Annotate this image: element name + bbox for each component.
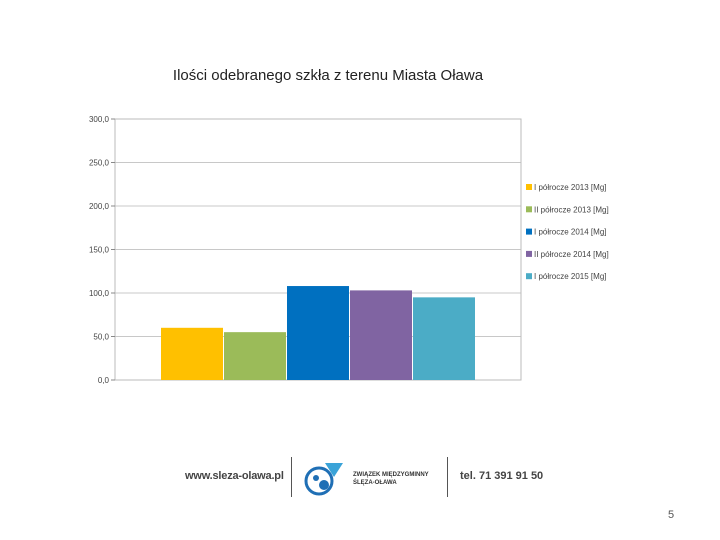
- bar: [350, 290, 412, 380]
- legend-label: I półrocze 2014 [Mg]: [534, 228, 606, 237]
- organization-name-line2: ŚLĘZA-OŁAWA: [353, 480, 397, 486]
- bar: [224, 332, 286, 380]
- y-axis-ticks: 300,0 250,0 200,0 150,0 100,0 50,0 0,0: [89, 115, 115, 385]
- y-tick-label: 300,0: [89, 115, 110, 124]
- legend-label: I półrocze 2013 [Mg]: [534, 183, 606, 192]
- chart-legend: I półrocze 2013 [Mg] II półrocze 2013 [Mg…: [526, 183, 609, 281]
- y-tick-label: 50,0: [93, 333, 109, 342]
- legend-label: II półrocze 2013 [Mg]: [534, 205, 609, 214]
- legend-swatch: [526, 184, 532, 190]
- bar: [161, 327, 223, 380]
- y-tick-label: 250,0: [89, 159, 110, 168]
- bar: [287, 286, 349, 380]
- legend-label: II półrocze 2014 [Mg]: [534, 250, 609, 259]
- footer: www.sleza-olawa.pl ZWIĄZEK MIĘDZYGMINNY …: [185, 455, 545, 500]
- legend-swatch: [526, 206, 532, 213]
- page-number: 5: [668, 509, 675, 521]
- footer-divider: [447, 457, 448, 497]
- legend-label: I półrocze 2015 [Mg]: [534, 272, 606, 281]
- bar: [413, 297, 475, 380]
- y-tick-label: 200,0: [89, 202, 110, 211]
- y-tick-label: 150,0: [89, 246, 110, 255]
- chart-title: Ilości odebranego szkła z terenu Miasta …: [173, 67, 484, 84]
- legend-swatch: [526, 250, 532, 257]
- footer-divider: [291, 457, 292, 497]
- organization-name-line1: ZWIĄZEK MIĘDZYGMINNY: [353, 472, 429, 478]
- organization-name: ZWIĄZEK MIĘDZYGMINNY ŚLĘZA-OŁAWA: [353, 471, 429, 487]
- organization-logo-icon: [304, 463, 343, 496]
- y-tick-label: 100,0: [89, 289, 110, 298]
- legend-swatch: [526, 273, 532, 280]
- legend-swatch: [526, 228, 532, 235]
- website-link[interactable]: www.sleza-olawa.pl: [185, 470, 284, 482]
- y-tick-label: 0,0: [98, 376, 110, 385]
- chart-bars: [161, 286, 475, 380]
- phone-number: tel. 71 391 91 50: [460, 470, 544, 482]
